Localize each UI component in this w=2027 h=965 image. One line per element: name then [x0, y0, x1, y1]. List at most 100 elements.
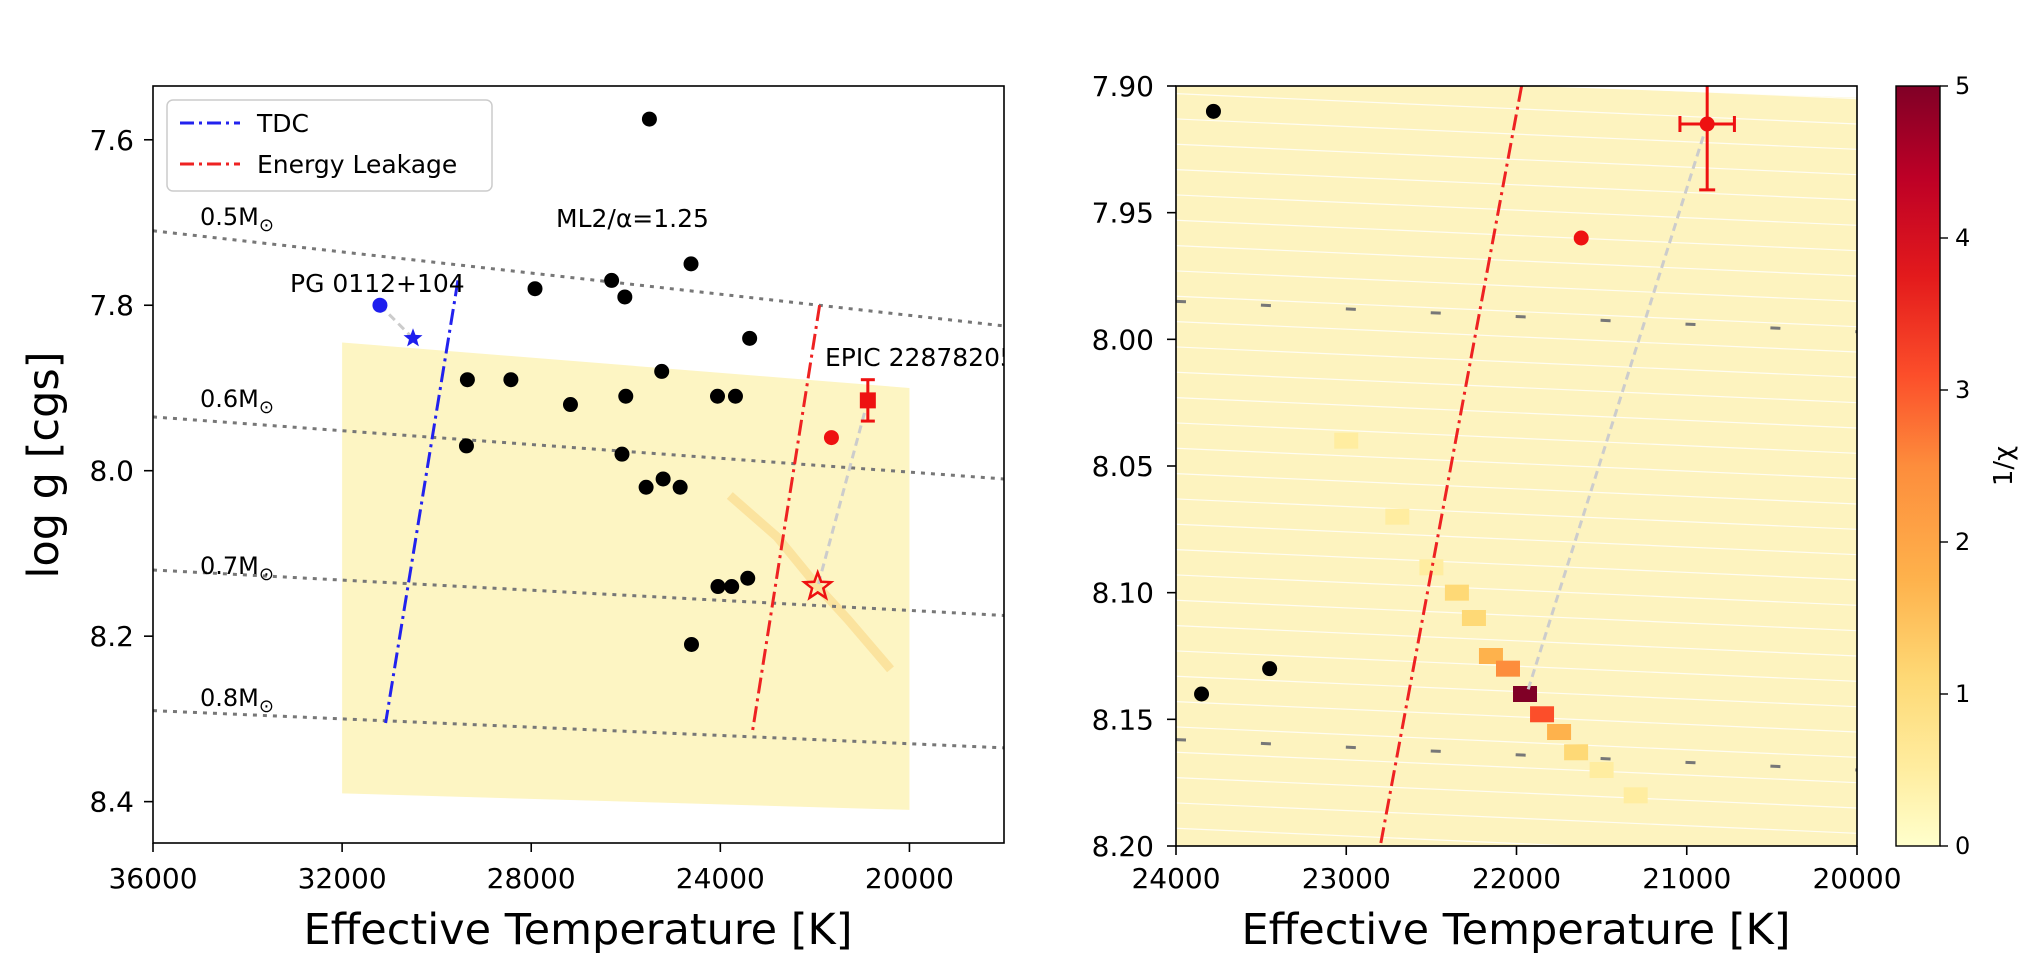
colorbar-gradient	[1895, 85, 1941, 847]
sample-star-point	[638, 479, 654, 495]
sample-star-point	[503, 372, 519, 388]
x-tick-label: 32000	[298, 862, 387, 895]
legend-energy-leakage-label: Energy Leakage	[257, 150, 457, 179]
colorbar: 0 1 2 3 4 5 1/χ	[1895, 72, 2019, 860]
y-tick-label: 8.0	[89, 455, 134, 488]
heatmap-grid-row	[1176, 397, 1857, 429]
epic-alt-point-zoom	[1573, 230, 1589, 246]
mass-track-label: 0.7M⊙	[200, 552, 274, 585]
sample-star-point	[683, 636, 699, 652]
y-tick-label: 8.2	[89, 620, 134, 653]
pg-connector	[378, 304, 415, 340]
mass-track-label: 0.6M⊙	[200, 385, 274, 418]
colorbar-tick-label: 1	[1955, 680, 1970, 708]
sample-star-point	[710, 579, 726, 595]
epic-target-label: EPIC 228782059	[825, 343, 1032, 372]
heatmap-grid-row	[1176, 321, 1857, 353]
chi-cell	[1461, 610, 1486, 626]
chi-cell	[1478, 648, 1503, 664]
chi-cell	[1564, 744, 1589, 761]
x-tick-label: 22000	[1472, 862, 1561, 895]
x-tick-label: 24000	[676, 862, 765, 895]
sample-star-point	[683, 256, 699, 272]
sample-star-point	[672, 479, 688, 495]
pg-best-fit-star	[403, 328, 423, 347]
heatmap-grid-row	[1176, 701, 1857, 733]
sample-star-point	[709, 388, 725, 404]
heatmap-grid-row	[1176, 726, 1857, 758]
tdc-line	[384, 280, 460, 724]
sample-star-point	[1194, 686, 1210, 702]
sample-star-point	[641, 111, 657, 127]
heatmap-grid-row	[1176, 498, 1857, 530]
model-annotation: ML2/α=1.25	[556, 204, 709, 233]
left-axis-ticks: 36000 32000 28000 24000 20000 7.6 7.8 8.0 8.2 8.4	[89, 124, 954, 895]
heatmap-grid-row	[1176, 194, 1857, 226]
heatmap-grid-row	[1176, 143, 1857, 176]
y-tick-label: 8.15	[1092, 703, 1154, 736]
y-tick-label: 8.20	[1092, 830, 1154, 863]
energy-leakage-line	[751, 305, 822, 732]
y-tick-label: 7.8	[89, 289, 134, 322]
heatmap-grid-row	[1176, 625, 1857, 657]
chi-cell	[1495, 660, 1520, 677]
colorbar-tick-label: 4	[1955, 224, 1970, 252]
x-tick-label: 28000	[487, 862, 576, 895]
right-x-axis-label: Effective Temperature [K]	[1241, 905, 1790, 955]
legend-tdc-label: TDC	[256, 109, 309, 138]
chi-cell	[1419, 559, 1444, 576]
chi-cell	[1589, 762, 1614, 778]
sample-star-point	[458, 438, 474, 454]
sample-star-point	[740, 570, 756, 586]
epic-alt-point	[823, 430, 839, 446]
heatmap-grid-row	[1176, 473, 1857, 505]
heatmap-grid-row	[1176, 118, 1857, 150]
y-tick-label: 7.95	[1092, 197, 1154, 230]
x-tick-label: 23000	[1302, 862, 1391, 895]
model-grid-region	[342, 342, 910, 810]
sample-star-point	[604, 272, 620, 288]
heatmap-grid-row	[1176, 219, 1857, 252]
heatmap-grid-row	[1176, 346, 1857, 378]
y-tick-label: 7.90	[1092, 70, 1154, 103]
mass-track-line	[153, 415, 1004, 481]
right-axis-ticks: 24000 23000 22000 21000 20000 7.90 7.95 8.00 8.0…	[1092, 70, 1902, 895]
y-tick-label: 8.00	[1092, 323, 1154, 356]
epic-connector-zoom	[1525, 123, 1709, 695]
x-tick-label: 20000	[1812, 862, 1901, 895]
epic-best-fit-star	[800, 568, 835, 601]
pg-observed-point	[372, 297, 388, 313]
sample-star-point	[742, 330, 758, 346]
mass-track-label: 0.5M⊙	[200, 203, 274, 236]
sample-star-point	[527, 281, 543, 297]
chi-cell	[1513, 686, 1538, 702]
x-tick-label: 20000	[865, 862, 954, 895]
x-tick-label: 24000	[1131, 862, 1220, 895]
energy-leakage-line-zoom	[1378, 86, 1524, 846]
sample-star-point	[614, 446, 630, 462]
right-plot-area	[1176, 86, 1857, 846]
chi-ridge-overview	[726, 492, 894, 673]
left-axes-frame	[152, 85, 1005, 844]
heatmap-background	[1176, 86, 1857, 846]
mass-track-label: 0.8M⊙	[200, 684, 274, 717]
heatmap-grid-row	[1176, 245, 1857, 277]
chi-cell	[1623, 787, 1648, 804]
sample-star-point	[617, 289, 633, 305]
heatmap-grid-row	[1176, 802, 1857, 834]
mass-track-dashes	[1176, 738, 1857, 772]
heatmap-grid-row	[1176, 599, 1857, 632]
y-tick-label: 8.4	[89, 786, 134, 819]
heatmap-grid-row	[1176, 751, 1857, 784]
legend-box	[166, 99, 493, 192]
left-x-axis-label: Effective Temperature [K]	[303, 905, 852, 955]
y-tick-label: 8.05	[1092, 450, 1154, 483]
sample-star-point	[1205, 103, 1221, 119]
chi-cell	[1334, 432, 1359, 449]
mass-track-line	[153, 229, 1004, 328]
colorbar-tick-label: 0	[1955, 832, 1970, 860]
heatmap-grid-row	[1559, 86, 1857, 100]
colorbar-label: 1/χ	[1989, 446, 2019, 486]
mass-track-line	[153, 709, 1004, 750]
